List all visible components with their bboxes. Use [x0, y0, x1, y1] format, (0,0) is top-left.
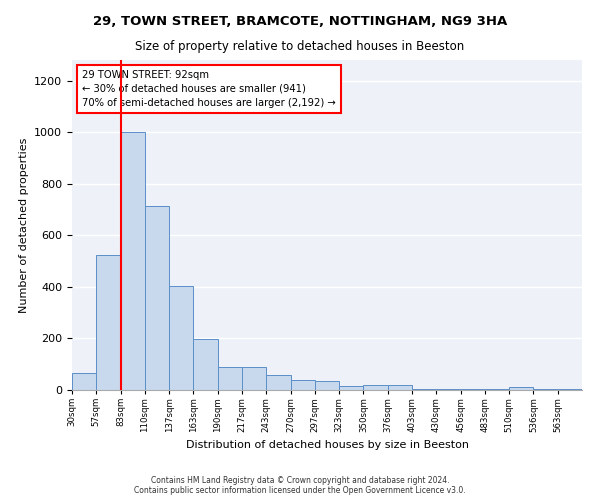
- Bar: [436, 388, 461, 390]
- Bar: [121, 132, 145, 390]
- Bar: [509, 388, 533, 390]
- Y-axis label: Number of detached properties: Number of detached properties: [19, 138, 29, 312]
- Text: 29, TOWN STREET, BRAMCOTE, NOTTINGHAM, NG9 3HA: 29, TOWN STREET, BRAMCOTE, NOTTINGHAM, N…: [93, 15, 507, 28]
- Text: 29 TOWN STREET: 92sqm
← 30% of detached houses are smaller (941)
70% of semi-det: 29 TOWN STREET: 92sqm ← 30% of detached …: [82, 70, 336, 108]
- Bar: [72, 373, 96, 390]
- Text: Contains HM Land Registry data © Crown copyright and database right 2024.
Contai: Contains HM Land Registry data © Crown c…: [134, 476, 466, 495]
- Bar: [533, 388, 558, 390]
- Bar: [218, 367, 242, 390]
- Bar: [193, 339, 218, 390]
- Bar: [339, 386, 364, 390]
- Bar: [290, 380, 315, 390]
- Bar: [364, 385, 388, 390]
- Bar: [266, 376, 290, 390]
- Bar: [388, 386, 412, 390]
- Bar: [558, 388, 582, 390]
- Bar: [485, 388, 509, 390]
- Text: Size of property relative to detached houses in Beeston: Size of property relative to detached ho…: [136, 40, 464, 53]
- Bar: [242, 367, 266, 390]
- Bar: [461, 388, 485, 390]
- Bar: [169, 286, 193, 390]
- Bar: [412, 388, 436, 390]
- Bar: [145, 206, 169, 390]
- Bar: [315, 382, 339, 390]
- Bar: [96, 254, 121, 390]
- X-axis label: Distribution of detached houses by size in Beeston: Distribution of detached houses by size …: [185, 440, 469, 450]
